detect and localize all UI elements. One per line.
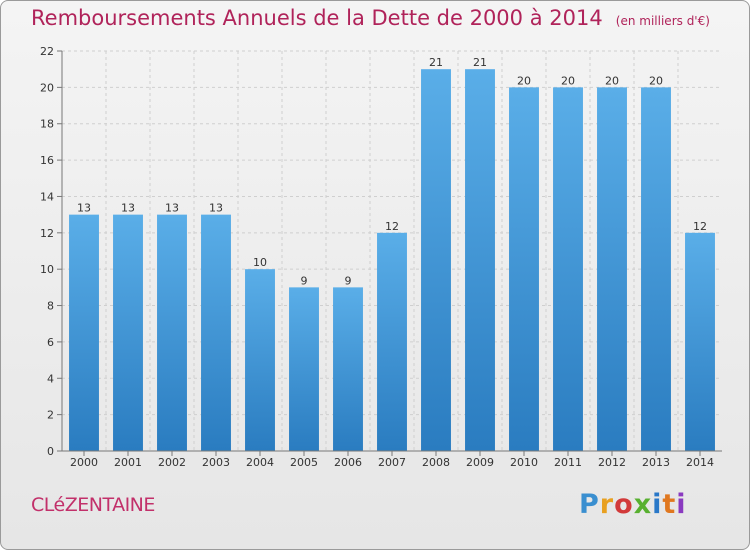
city-name: CLéZENTAINE (31, 494, 155, 516)
bar[interactable] (69, 214, 99, 451)
bar-value-label: 10 (253, 256, 267, 269)
bar[interactable] (113, 214, 143, 451)
y-tick-label: 8 (47, 300, 54, 313)
bar-value-label: 13 (121, 202, 135, 215)
y-tick-label: 20 (40, 81, 54, 94)
bar[interactable] (333, 287, 363, 451)
logo-letter: o (614, 489, 634, 520)
y-tick-label: 4 (47, 372, 54, 385)
bar[interactable] (157, 214, 187, 451)
chart-title: Remboursements Annuels de la Dette de 20… (31, 6, 603, 30)
logo-letter: i (652, 489, 663, 520)
x-tick-label: 2014 (686, 456, 714, 469)
title-row: Remboursements Annuels de la Dette de 20… (31, 6, 710, 30)
logo-letter: x (633, 489, 653, 520)
bar[interactable] (553, 87, 583, 451)
bar-value-label: 13 (209, 202, 223, 215)
bar-value-label: 12 (385, 220, 399, 233)
bars (69, 69, 715, 451)
x-tick-label: 2010 (510, 456, 538, 469)
bar-value-label: 21 (429, 56, 443, 69)
bar[interactable] (421, 69, 451, 451)
bar[interactable] (509, 87, 539, 451)
bar-value-label: 12 (693, 220, 707, 233)
y-tick-label: 0 (47, 445, 54, 458)
bar[interactable] (685, 232, 715, 451)
x-tick-label: 2005 (290, 456, 318, 469)
bar[interactable] (465, 69, 495, 451)
bar-value-label: 20 (605, 74, 619, 87)
bar-value-label: 20 (561, 74, 575, 87)
x-tick-label: 2008 (422, 456, 450, 469)
bar-value-label: 21 (473, 56, 487, 69)
logo-letter: t (662, 489, 677, 520)
y-tick-label: 22 (40, 45, 54, 58)
logo-letter: r (599, 489, 615, 520)
bar[interactable] (289, 287, 319, 451)
proxiti-logo: Proxiti (579, 489, 687, 520)
axes (57, 50, 722, 456)
bar[interactable] (641, 87, 671, 451)
bar[interactable] (245, 269, 275, 451)
x-tick-label: 2013 (642, 456, 670, 469)
bar-value-label: 9 (301, 274, 308, 287)
y-tick-label: 14 (40, 190, 54, 203)
x-tick-label: 2007 (378, 456, 406, 469)
logo-letter: P (579, 489, 600, 520)
logo-letter: i (676, 489, 687, 520)
x-tick-label: 2012 (598, 456, 626, 469)
y-tick-label: 16 (40, 154, 54, 167)
x-tick-label: 2001 (114, 456, 142, 469)
bar-value-label: 20 (649, 74, 663, 87)
x-tick-label: 2002 (158, 456, 186, 469)
bar[interactable] (201, 214, 231, 451)
y-tick-label: 6 (47, 336, 54, 349)
y-tick-label: 18 (40, 118, 54, 131)
x-tick-label: 2011 (554, 456, 582, 469)
y-tick-label: 10 (40, 263, 54, 276)
bar-value-label: 20 (517, 74, 531, 87)
chart-subtitle: (en milliers d'€) (615, 14, 710, 28)
x-tick-label: 2004 (246, 456, 274, 469)
bar[interactable] (377, 232, 407, 451)
x-tick-label: 2009 (466, 456, 494, 469)
x-tick-label: 2000 (70, 456, 98, 469)
y-tick-label: 2 (47, 409, 54, 422)
labels: 0 2 4 6 8 10 12 14 16 18 20 22 13 2000 13 2001 13 2002 13 2… (40, 45, 714, 469)
bar[interactable] (597, 87, 627, 451)
y-tick-label: 12 (40, 227, 54, 240)
bar-value-label: 9 (345, 274, 352, 287)
x-tick-label: 2006 (334, 456, 362, 469)
bar-value-label: 13 (77, 202, 91, 215)
bar-value-label: 13 (165, 202, 179, 215)
x-tick-label: 2003 (202, 456, 230, 469)
